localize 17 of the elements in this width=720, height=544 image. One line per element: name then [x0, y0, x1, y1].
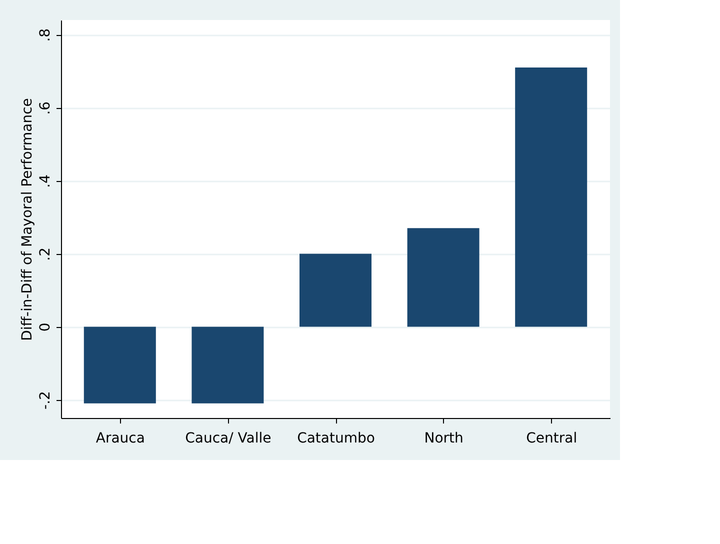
bar	[407, 228, 480, 327]
y-tick-label: .4	[38, 174, 54, 188]
bar	[515, 67, 588, 327]
bar	[84, 326, 156, 404]
x-tick-label: Arauca	[96, 430, 145, 446]
x-tick-label: Cauca/ Valle	[185, 430, 272, 446]
y-tick-label: .8	[38, 28, 54, 42]
y-tick-label: .2	[38, 248, 54, 261]
x-tick-label: North	[424, 430, 464, 446]
y-axis-title: Diff-in-Diff of Mayoral Performance	[20, 98, 36, 341]
y-tick-label: -.2	[38, 391, 54, 410]
bar	[192, 326, 264, 404]
bar	[300, 254, 372, 327]
x-tick-label: Catatumbo	[297, 430, 375, 446]
y-tick-label: 0	[38, 322, 54, 332]
y-tick-label: .6	[38, 101, 54, 115]
x-tick-label: Central	[526, 430, 578, 446]
